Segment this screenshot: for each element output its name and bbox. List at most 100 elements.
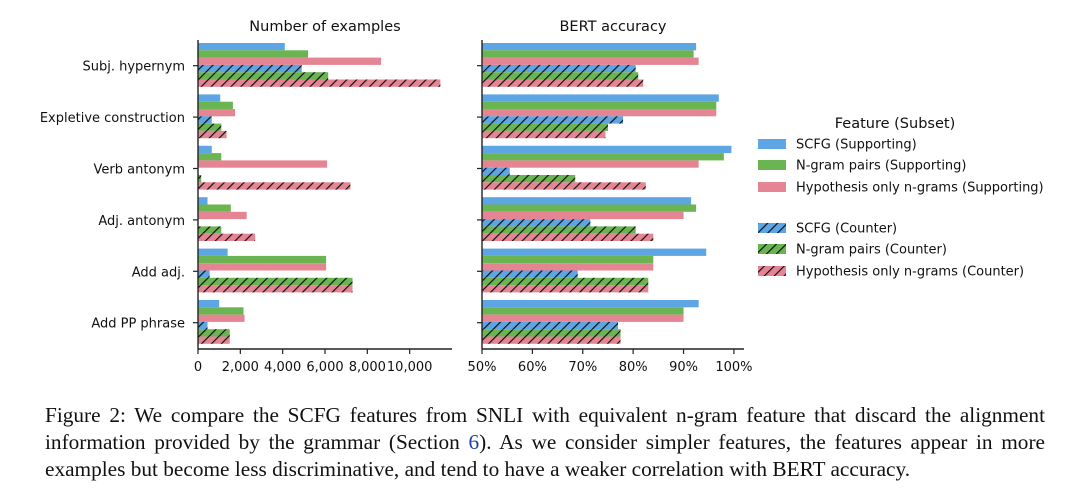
legend-swatch-hypothesis-only-n-grams-counter [758,266,786,276]
panel-title: Number of examples [249,19,400,35]
bar-expletive-construction-scfg-counter [482,116,624,124]
legend-swatch-hypothesis-only-n-grams-supporting [758,182,786,192]
legend-swatch-n-gram-pairs-counter [758,244,786,254]
legend-swatch-scfg-supporting [758,139,786,149]
bar-verb-antonym-hypothesis-only-n-grams-supporting [198,160,328,168]
bar-verb-antonym-scfg-supporting [482,145,732,154]
bar-subj-hypernym-scfg-counter [482,64,636,73]
caption-section-ref[interactable]: 6 [468,430,480,454]
x-tick-label: 0 [194,360,202,375]
bar-add-adj-scfg-counter [482,270,578,278]
y-tick-label-subj-hypernym: Subj. hypernym [82,60,185,75]
bar-expletive-construction-n-gram-pairs-counter [482,123,608,131]
y-tick-label-verb-antonym: Verb antonym [94,163,185,178]
bar-add-pp-phrase-scfg-counter [198,321,208,330]
legend-label-n-gram-pairs-supporting: N-gram pairs (Supporting) [796,159,967,174]
x-tick-label: 70% [568,360,597,375]
bar-adj-antonym-scfg-supporting [482,197,692,205]
bar-adj-antonym-hypothesis-only-n-grams-supporting [482,211,684,220]
legend-label-n-gram-pairs-counter: N-gram pairs (Counter) [796,243,947,258]
bar-verb-antonym-hypothesis-only-n-grams-counter [198,182,351,190]
panel-title: BERT accuracy [559,19,666,35]
panel-bert-accuracy: BERT accuracy 50% 60% 70% 80% 90% 100% [468,19,753,375]
bar-add-adj-n-gram-pairs-supporting [198,255,327,264]
bar-add-pp-phrase-hypothesis-only-n-grams-supporting [482,314,684,322]
bar-adj-antonym-scfg-supporting [198,197,208,205]
bar-expletive-construction-scfg-supporting [198,94,221,102]
bar-verb-antonym-hypothesis-only-n-grams-counter [482,182,646,190]
bar-adj-antonym-hypothesis-only-n-grams-supporting [198,211,247,220]
bar-add-adj-hypothesis-only-n-grams-counter [482,285,649,293]
bar-add-pp-phrase-hypothesis-only-n-grams-supporting [198,314,245,322]
bar-subj-hypernym-n-gram-pairs-supporting [482,50,694,58]
bar-verb-antonym-n-gram-pairs-supporting [482,153,724,161]
bar-expletive-construction-n-gram-pairs-counter [198,123,222,131]
bar-add-pp-phrase-n-gram-pairs-counter [482,329,621,337]
x-tick-label: 6,000 [306,360,343,375]
bar-adj-antonym-n-gram-pairs-supporting [482,204,697,212]
y-tick-label-add-adj: Add adj. [132,265,185,280]
bar-subj-hypernym-hypothesis-only-n-grams-counter [482,79,644,87]
y-tick-label-add-pp-phrase: Add PP phrase [91,317,185,332]
legend-label-hypothesis-only-n-grams-counter: Hypothesis only n-grams (Counter) [796,265,1024,280]
bar-adj-antonym-n-gram-pairs-supporting [198,204,231,212]
caption-suffix: ). As we consider simpler features, the … [45,430,1045,481]
x-tick-label: 4,000 [264,360,301,375]
legend-label-hypothesis-only-n-grams-supporting: Hypothesis only n-grams (Supporting) [796,181,1044,196]
bar-verb-antonym-n-gram-pairs-supporting [198,153,222,161]
x-tick-label: 8,000 [349,360,386,375]
bar-add-pp-phrase-n-gram-pairs-supporting [482,307,684,315]
bar-add-pp-phrase-scfg-counter [482,321,619,330]
bar-verb-antonym-n-gram-pairs-counter [198,175,202,183]
bar-expletive-construction-scfg-supporting [482,94,719,102]
panel-number-of-examples: Number of examples 0 2,000 4,000 6,000 8,000 1… [40,19,452,375]
bar-add-pp-phrase-hypothesis-only-n-grams-counter [482,336,621,344]
bar-expletive-construction-n-gram-pairs-supporting [482,101,717,109]
caption-prefix: Figure 2: We compare the SCFG features f… [45,403,1045,454]
bar-expletive-construction-n-gram-pairs-supporting [198,101,233,109]
legend-swatch-scfg-counter [758,223,786,233]
bar-verb-antonym-hypothesis-only-n-grams-supporting [482,160,699,168]
bar-subj-hypernym-scfg-supporting [198,43,285,51]
bar-adj-antonym-n-gram-pairs-counter [482,226,636,234]
legend-swatch-n-gram-pairs-supporting [758,160,786,170]
legend: Feature (Subset) SCFG (Supporting) N-gram … [758,116,1044,280]
y-tick-label-adj-antonym: Adj. antonym [98,214,185,229]
bar-verb-antonym-scfg-counter [482,167,510,175]
bar-add-pp-phrase-n-gram-pairs-supporting [198,307,244,315]
bar-verb-antonym-n-gram-pairs-counter [482,175,576,183]
figure-caption: Figure 2: We compare the SCFG features f… [45,402,1045,483]
bar-add-adj-n-gram-pairs-counter [198,277,353,286]
x-tick-label: 50% [468,360,497,375]
bar-subj-hypernym-hypothesis-only-n-grams-supporting [482,57,699,65]
bar-add-adj-scfg-supporting [198,248,228,256]
bar-subj-hypernym-hypothesis-only-n-grams-counter [198,79,441,87]
x-tick-label: 80% [619,360,648,375]
bar-add-adj-hypothesis-only-n-grams-supporting [198,263,327,271]
x-tick-label: 90% [669,360,698,375]
x-tick-label: 60% [518,360,547,375]
bar-add-pp-phrase-scfg-supporting [482,300,699,308]
bar-adj-antonym-n-gram-pairs-counter [198,226,222,234]
y-tick-label-expletive-construction: Expletive construction [40,111,185,126]
bar-expletive-construction-hypothesis-only-n-grams-counter [198,130,227,139]
bar-subj-hypernym-scfg-supporting [482,43,697,51]
bar-add-adj-n-gram-pairs-supporting [482,255,654,264]
bar-add-pp-phrase-scfg-supporting [198,300,220,308]
bar-subj-hypernym-scfg-counter [198,64,302,73]
bar-add-adj-scfg-counter [198,270,210,278]
bar-expletive-construction-hypothesis-only-n-grams-supporting [198,109,236,117]
legend-title: Feature (Subset) [835,116,955,132]
x-tick-label: 100% [715,360,752,375]
legend-label-scfg-supporting: SCFG (Supporting) [796,138,917,153]
bar-subj-hypernym-n-gram-pairs-counter [482,72,639,80]
bar-adj-antonym-hypothesis-only-n-grams-counter [198,233,256,241]
bar-subj-hypernym-hypothesis-only-n-grams-supporting [198,57,382,65]
legend-label-scfg-counter: SCFG (Counter) [796,222,897,237]
bar-subj-hypernym-n-gram-pairs-counter [198,72,329,80]
bar-subj-hypernym-n-gram-pairs-supporting [198,50,309,58]
bar-add-adj-hypothesis-only-n-grams-supporting [482,263,654,271]
bar-add-adj-n-gram-pairs-counter [482,277,649,286]
bar-verb-antonym-scfg-supporting [198,145,212,154]
